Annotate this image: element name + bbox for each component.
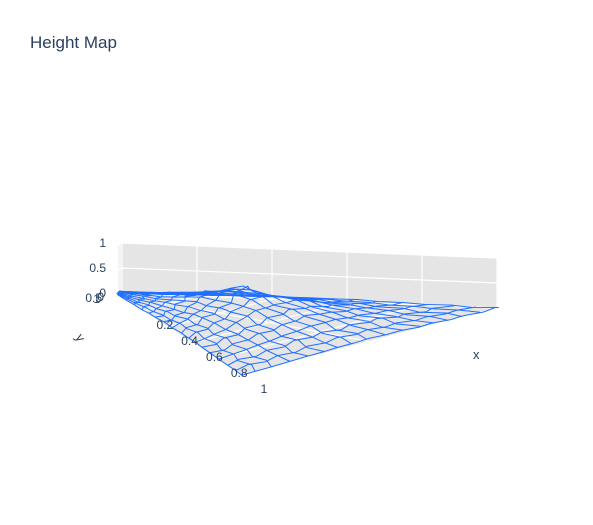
- x-tick-label: 1: [261, 382, 268, 396]
- surface-mesh-line: [218, 303, 430, 360]
- y-axis-title: y: [72, 331, 88, 345]
- z-tick-label: 1: [99, 236, 106, 250]
- x-tick-label: 0.2: [156, 318, 173, 332]
- surface-mesh-line: [118, 294, 256, 372]
- surface-mesh-line: [119, 290, 352, 345]
- surface-mesh-line: [188, 294, 335, 339]
- surface-mesh-line: [201, 300, 376, 348]
- z-tick-label: 0: [99, 286, 106, 300]
- surface-mesh-line: [119, 285, 367, 340]
- y-tick-label: 0.5: [85, 291, 102, 305]
- surface-mesh-line: [227, 305, 455, 366]
- surface-mesh-line: [117, 294, 242, 376]
- surface-mesh-line: [119, 291, 325, 352]
- y-tick-label: 1: [93, 292, 100, 306]
- surface-mesh-line: [195, 299, 354, 343]
- surface-mesh-line: [119, 291, 339, 348]
- surface-mesh-line: [235, 306, 476, 372]
- z-gridline: [117, 267, 498, 284]
- surface-mesh-line: [163, 290, 262, 323]
- chart-title: Height Map: [30, 33, 117, 52]
- x-axis-title: x: [473, 347, 480, 362]
- surface-mesh-line: [118, 293, 272, 368]
- y-tick-label: 0: [97, 290, 104, 304]
- z-tick-label: 0.5: [89, 261, 106, 275]
- surface-mesh-line: [209, 302, 402, 354]
- x-tick-label: 0.4: [181, 334, 198, 348]
- surface-mesh-line: [118, 292, 309, 357]
- x-tick-label: 0.8: [231, 366, 248, 380]
- x-tick-label: 0.6: [206, 350, 223, 364]
- surface-mesh-line: [118, 293, 291, 362]
- z-gridline: [117, 242, 498, 259]
- surface-mesh-line: [242, 307, 495, 376]
